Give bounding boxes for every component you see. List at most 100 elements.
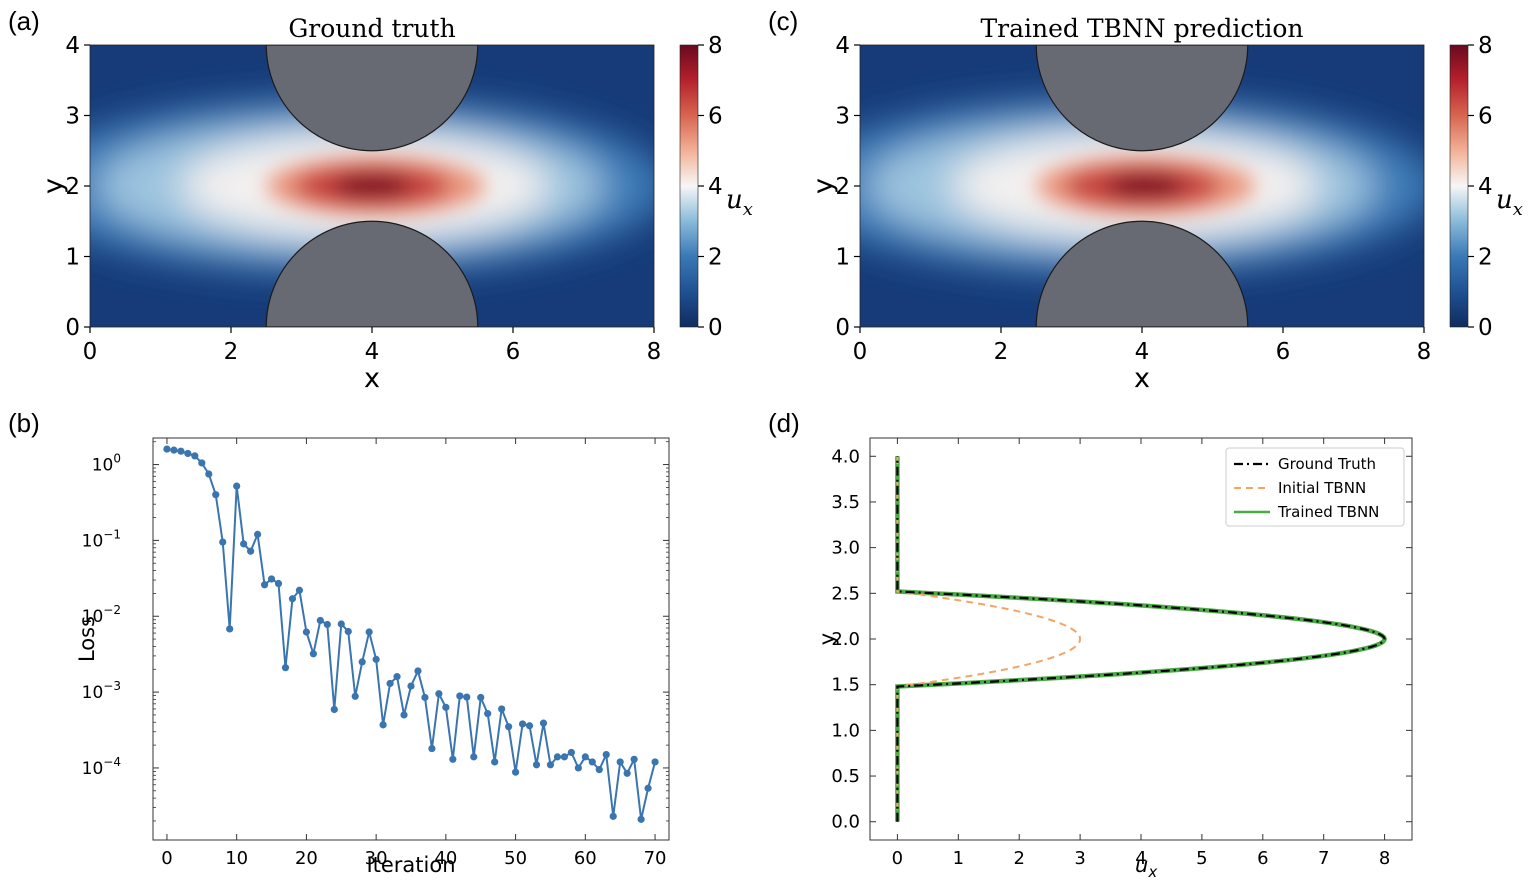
y-tick-label: 100 (92, 452, 121, 476)
loss-point (560, 753, 569, 761)
heatmap-field (860, 45, 1424, 327)
colorbar-tick-label: 8 (1478, 33, 1493, 59)
loss-point (233, 482, 241, 490)
obstacle-1 (1035, 220, 1249, 327)
colorbar-tick-label: 8 (708, 33, 723, 59)
loss-point (421, 693, 429, 702)
loss-point (567, 748, 575, 757)
x-tick-label: 20 (295, 848, 318, 869)
loss-point (170, 446, 178, 454)
y-tick-label: 3.0 (831, 538, 860, 559)
chart-title: Trained TBNN prediction (980, 14, 1303, 43)
loss-point (609, 812, 617, 820)
y-tick-exp: −4 (103, 755, 121, 769)
y-axis-label: y (808, 178, 839, 194)
loss-point (253, 530, 262, 538)
x-tick-label: 4 (1135, 848, 1146, 869)
y-tick-label: 10−3 (82, 679, 121, 703)
colorbar-label: ux (1496, 185, 1523, 220)
loss-point (414, 667, 422, 675)
y-tick-label: 3 (835, 104, 850, 130)
colorbar-tick-label: 6 (1478, 104, 1493, 130)
x-tick-label: 70 (644, 848, 667, 869)
y-tick-label: 10−2 (82, 603, 121, 627)
legend-label: Initial TBNN (1278, 479, 1366, 497)
colorbar-label-sub: x (1513, 199, 1523, 220)
loss-point (651, 758, 659, 766)
y-tick-label: 4.0 (831, 446, 860, 467)
x-tick-label: 7 (1318, 848, 1329, 869)
legend-box (1225, 447, 1405, 527)
y-tick-base: 10 (82, 759, 104, 779)
loss-point (191, 452, 199, 460)
y-tick-label: 10−1 (82, 527, 121, 551)
colorbar-tick-label: 0 (708, 315, 723, 341)
y-tick-base: 10 (82, 607, 104, 627)
legend-label: Trained TBNN (1277, 503, 1379, 521)
y-tick-label: 0.5 (831, 766, 860, 787)
panel-label-b: (b) (8, 408, 40, 438)
x-tick-label: 2 (1013, 848, 1024, 869)
loss-point (323, 620, 331, 629)
field-core (266, 156, 485, 216)
loss-point (511, 768, 520, 776)
y-tick-label: 1.5 (831, 675, 860, 696)
jet-peak (333, 174, 411, 198)
loss-point (260, 581, 269, 589)
x-tick-label: 40 (434, 848, 457, 869)
colorbar-label-sub: x (743, 199, 753, 220)
y-axis-label: Loss (75, 616, 99, 662)
loss-point (330, 705, 338, 714)
loss-point (358, 658, 366, 666)
loss-point (505, 723, 513, 731)
y-tick-label: 1 (65, 245, 80, 271)
loss-point (595, 766, 603, 774)
loss-point (205, 470, 213, 478)
x-tick-label: 60 (574, 848, 597, 869)
colorbar-tick-label: 4 (708, 174, 723, 200)
x-tick-label: 2 (994, 339, 1009, 365)
loss-point (623, 769, 631, 777)
panel-label-a: (a) (8, 6, 40, 36)
panel-label-c: (c) (768, 6, 798, 36)
colorbar-tick-label: 2 (1478, 245, 1493, 271)
y-tick-label: 0 (65, 315, 80, 341)
obstacle-1 (265, 220, 479, 327)
colorbar (1449, 44, 1469, 328)
x-tick-label: 50 (504, 848, 527, 869)
y-tick-label: 10−4 (82, 755, 121, 779)
loss-point (212, 491, 220, 499)
loss-point (177, 447, 185, 455)
x-axis-label: ux (1135, 853, 1157, 880)
loss-point (525, 722, 534, 730)
y-tick-exp: −2 (103, 603, 121, 617)
loss-point (274, 579, 283, 588)
loss-point (498, 705, 506, 713)
y-tick-base: 10 (82, 531, 104, 551)
legend-label: Ground Truth (1278, 455, 1376, 473)
jet-peak (1106, 174, 1185, 198)
y-tick-label: 4 (835, 33, 850, 59)
loss-point (456, 692, 464, 700)
loss-point (393, 673, 401, 681)
loss-point (351, 692, 359, 700)
loss-point (407, 682, 415, 690)
loss-point (449, 755, 457, 763)
loss-point (219, 538, 227, 546)
y-tick-label: 3.5 (831, 492, 860, 513)
loss-point (400, 711, 408, 719)
y-axis-label: y (815, 633, 839, 645)
loss-point (281, 664, 290, 672)
loss-point (184, 449, 192, 458)
x-tick-label: 3 (1074, 848, 1085, 869)
y-tick-label: 2 (835, 174, 850, 200)
colorbar-label: ux (726, 185, 753, 220)
x-tick-label: 0 (161, 848, 172, 869)
x-tick-label: 8 (1379, 848, 1390, 869)
loss-line (166, 448, 657, 820)
loss-point (491, 758, 499, 766)
loss-point (553, 753, 562, 761)
